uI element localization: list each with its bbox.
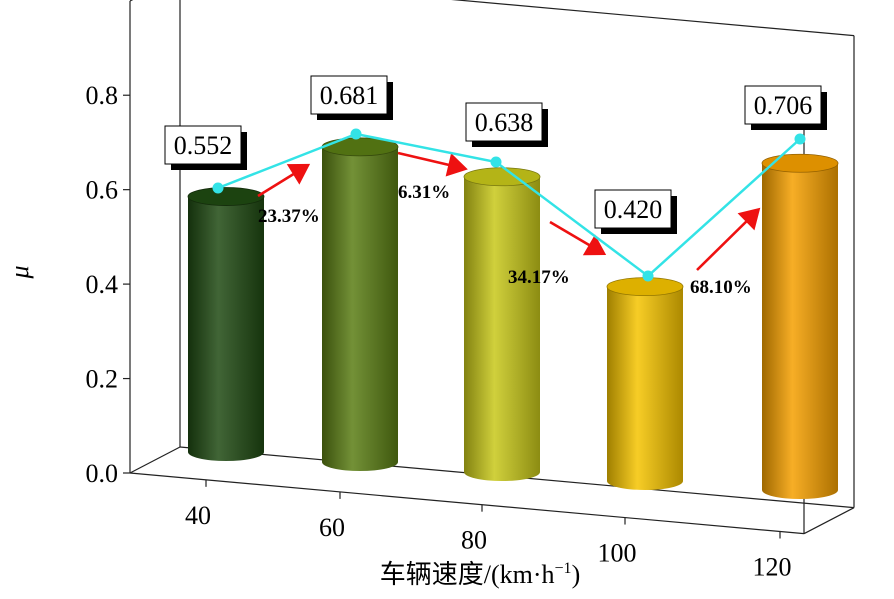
frame-right-floor-edge [803,507,855,535]
trend-point [350,128,362,140]
change-arrows: 23.37% 6.31% 34.17% 68.10% [257,151,761,298]
value-label-text: 0.681 [320,81,379,110]
value-label-box [594,189,672,229]
frame-left-floor-edge [129,446,181,474]
value-label-box [744,85,822,125]
bar-100 [606,277,684,490]
bar-body [607,286,683,490]
y-tick-label: 0.4 [86,270,119,299]
change-arrowhead [445,153,468,177]
value-label-box [310,75,388,115]
change-percent-label: 6.31% [398,182,450,203]
x-axis-title-close: ) [572,560,581,589]
bars [187,137,839,500]
x-axis-title-main: 车辆速度/(km·h [380,560,555,589]
bar-top [761,153,839,173]
x-axis-title-sup: −1 [555,560,572,577]
x-axis-title: 车辆速度/(km·h−1) [380,560,580,589]
bar-120 [761,153,839,500]
value-label-text: 0.420 [604,195,663,224]
y-tick-label: 0.6 [86,176,119,205]
trend-point [490,156,502,168]
bar-top [187,187,265,206]
change-arrowhead [582,234,607,256]
change-percent-label: 34.17% [508,267,570,288]
bar-top [463,167,541,187]
trend-point [642,270,654,282]
x-tick-label: 40 [185,501,211,530]
bar-body [464,176,540,481]
value-label-text: 0.706 [754,91,813,120]
bar-body [322,146,398,471]
trend-line [212,128,806,282]
frame-top-back-edge [451,0,855,37]
change-arrowhead [737,207,761,231]
value-label-40: 0.552 [164,125,247,170]
value-label-text: 0.552 [174,131,233,160]
value-label-box [465,102,543,142]
x-tick-label: 100 [598,539,637,568]
bar-80 [463,167,541,481]
bar-body [188,196,264,461]
trend-point [794,133,806,145]
bar-body [762,163,838,500]
change-percent-label: 68.10% [690,277,752,298]
value-label-100: 0.420 [594,189,677,234]
bar-60 [321,137,399,471]
value-label-80: 0.638 [465,102,548,147]
frame-front-floor-edge [129,472,805,535]
value-label-120: 0.706 [744,85,827,130]
trend-point [212,182,224,194]
y-tick-label: 0.8 [86,81,119,110]
value-label-text: 0.638 [475,108,534,137]
x-tick-label: 60 [319,513,345,542]
bar-40 [187,187,265,461]
value-labels: 0.552 0.681 0.638 0.420 0.706 [164,75,827,234]
x-tick-label: 80 [461,526,487,555]
value-label-60: 0.681 [310,75,393,120]
y-axis-title: μ [5,265,34,279]
frame-top-left-edge [129,0,134,2]
y-tick-label: 0.2 [86,365,119,394]
value-label-box [164,125,242,165]
axis-ticks: 0.0 0.2 0.4 0.6 0.8 40 60 80 100 120 [86,81,792,581]
y-tick-label: 0.0 [86,459,119,488]
change-percent-label: 23.37% [258,206,320,227]
change-arrowhead [286,163,311,185]
x-tick-label: 120 [753,553,792,582]
